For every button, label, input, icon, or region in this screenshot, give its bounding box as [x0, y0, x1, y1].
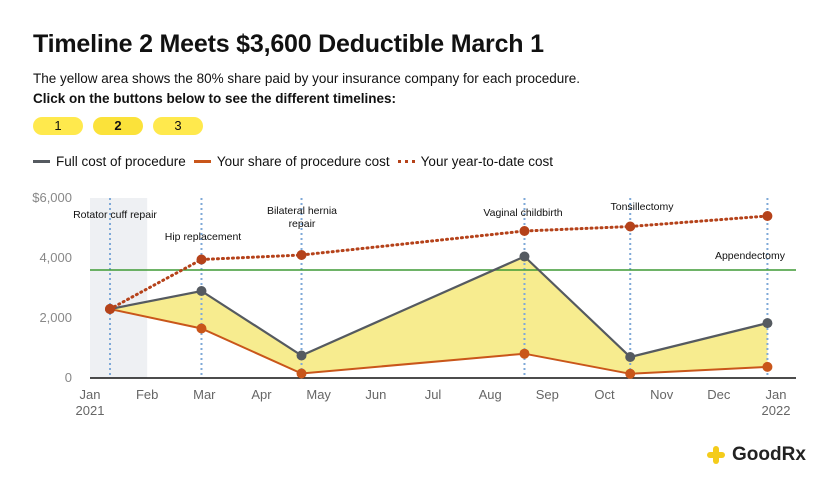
legend-label-full-cost: Full cost of procedure [56, 154, 186, 169]
legend-label-your-share: Your share of procedure cost [216, 154, 390, 169]
y-tick-label: 0 [65, 370, 72, 385]
brand-name: GoodRx [732, 444, 806, 465]
procedure-label: Appendectomy [715, 250, 786, 262]
shaded-region [90, 198, 148, 378]
your-share-point [296, 368, 307, 379]
x-tick-label: Feb [136, 387, 158, 402]
full-cost-point [625, 352, 636, 362]
y-tick-label: 2,000 [39, 310, 72, 325]
x-tick-sublabel: 2022 [762, 403, 791, 418]
y-tick-label: $6,000 [32, 190, 72, 205]
goodrx-logo: GoodRx [706, 444, 806, 466]
legend-item-your-share: Your share of procedure cost [193, 154, 390, 169]
chart-title: Timeline 2 Meets $3,600 Deductible March… [33, 30, 544, 58]
your-share-point [196, 323, 207, 334]
timeline-instruction: Click on the buttons below to see the di… [33, 91, 397, 106]
x-tick-label: Jan [766, 387, 787, 402]
full-cost-point [519, 251, 530, 262]
ytd-cost-point [762, 211, 773, 221]
your-share-point [762, 361, 773, 372]
procedure-label: Tonsillectomy [610, 201, 674, 213]
full-cost-line [109, 255, 768, 359]
full-cost-point [196, 286, 207, 296]
x-tick-label: Jun [365, 387, 386, 402]
timeline-2-button[interactable]: 2 [93, 117, 143, 135]
procedure-label: Rotator cuff repair [73, 209, 157, 221]
insurance-share-area [110, 256, 768, 374]
procedure-label: Bilateral hernia [267, 205, 337, 217]
x-tick-label: Aug [479, 387, 502, 402]
timeline-1-button[interactable]: 1 [33, 117, 83, 135]
legend-swatch-your-share [193, 160, 211, 163]
legend-item-full-cost: Full cost of procedure [33, 154, 186, 169]
full-cost-point [296, 350, 307, 361]
procedure-label: Vaginal childbirth [483, 207, 562, 219]
ytd-cost-line [108, 214, 769, 311]
timeline-3-button[interactable]: 3 [153, 117, 203, 135]
x-tick-label: Oct [594, 387, 615, 402]
your-share-line [109, 308, 768, 375]
x-tick-label: Mar [193, 387, 216, 402]
legend-swatch-ytd [397, 160, 415, 163]
ytd-cost-point [625, 221, 636, 232]
your-share-point [625, 368, 636, 379]
x-tick-sublabel: 2021 [76, 403, 105, 418]
x-tick-label: May [306, 387, 331, 402]
x-tick-label: Jul [425, 387, 442, 402]
x-tick-label: Dec [707, 387, 731, 402]
x-tick-label: Nov [650, 387, 674, 402]
ytd-cost-point [296, 250, 307, 260]
ytd-cost-point [196, 254, 207, 265]
your-share-point [519, 348, 530, 359]
procedure-label: repair [289, 218, 316, 230]
full-cost-point [762, 318, 773, 329]
legend-swatch-full-cost [33, 160, 50, 163]
goodrx-plus-icon [707, 446, 725, 464]
chart-legend: Full cost of procedure Your share of pro… [33, 154, 561, 169]
y-tick-label: 4,000 [39, 250, 72, 265]
procedure-label: Hip replacement [165, 231, 242, 243]
ytd-cost-point [519, 226, 530, 236]
x-tick-label: Jan [80, 387, 101, 402]
chart-subtitle: The yellow area shows the 80% share paid… [33, 71, 581, 86]
legend-item-ytd: Your year-to-date cost [397, 154, 553, 169]
x-tick-label: Sep [536, 387, 559, 402]
x-tick-label: Apr [251, 387, 272, 402]
ytd-cost-point [105, 304, 116, 314]
legend-label-ytd: Your year-to-date cost [420, 154, 553, 169]
timeline-button-group: 1 2 3 [33, 117, 203, 135]
